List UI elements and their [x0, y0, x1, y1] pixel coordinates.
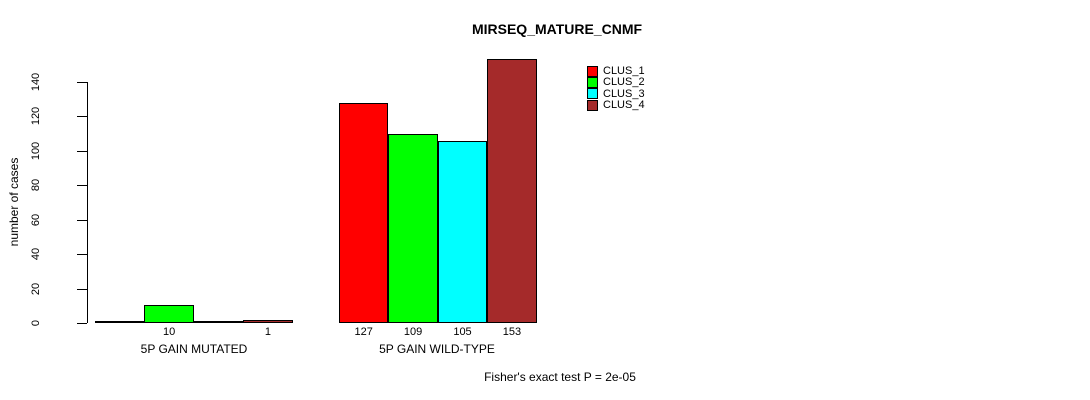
legend-item-clus_3: CLUS_3: [587, 87, 645, 100]
y-axis-tick-label: 60: [30, 213, 42, 226]
legend-swatch-icon: [587, 99, 598, 111]
legend-item-clus_4: CLUS_4: [587, 99, 645, 112]
bar-clus_1: [339, 103, 389, 323]
legend-label: CLUS_2: [603, 76, 645, 89]
bar-clus_1: [95, 321, 145, 323]
legend-label: CLUS_3: [603, 87, 645, 100]
y-axis-tick-label: 0: [30, 319, 42, 327]
bar-clus_3: [437, 141, 488, 323]
x-group-label-wild-type: 5P GAIN WILD-TYPE: [379, 342, 495, 356]
bar-count-label: 10: [162, 326, 176, 338]
y-axis-tick: [77, 82, 87, 83]
bar-clus_3: [193, 321, 244, 323]
bar-clus_4: [487, 58, 537, 323]
legend-swatch-icon: [587, 65, 598, 77]
legend-label: CLUS_4: [603, 99, 645, 112]
footer-stat-text: Fisher's exact test P = 2e-05: [484, 370, 636, 384]
y-axis-tick: [77, 288, 87, 290]
bar-clus_4: [243, 320, 293, 323]
bar-clus_2: [388, 134, 438, 323]
bar-count-label: 127: [354, 326, 373, 338]
y-axis-tick-label: 120: [30, 107, 42, 126]
y-axis-tick: [77, 254, 87, 256]
y-axis-tick: [77, 323, 87, 324]
y-axis-tick-label: 80: [30, 179, 42, 192]
y-axis-tick: [77, 150, 87, 152]
bar-clus_2: [144, 304, 194, 323]
legend-item-clus_1: CLUS_1: [587, 65, 645, 78]
y-axis-tick: [77, 116, 87, 118]
legend-swatch-icon: [587, 88, 598, 100]
bar-count-label: 153: [502, 326, 522, 338]
y-axis-line: [87, 82, 88, 323]
bar-count-label: 1: [264, 326, 271, 338]
y-axis-tick-label: 100: [30, 141, 42, 161]
y-axis-tick-label: 140: [30, 72, 42, 92]
legend-label: CLUS_1: [603, 65, 645, 78]
y-axis-tick: [77, 185, 87, 187]
y-axis-tick-label: 20: [30, 282, 42, 295]
legend-item-clus_2: CLUS_2: [587, 76, 645, 89]
legend: CLUS_1 CLUS_2 CLUS_3 CLUS_4: [587, 65, 645, 112]
chart-title: MIRSEQ_MATURE_CNMF: [471, 21, 643, 37]
y-axis-tick: [77, 219, 87, 221]
bar-count-label: 105: [453, 326, 472, 338]
x-group-label-mutated: 5P GAIN MUTATED: [140, 342, 248, 356]
bar-count-label: 109: [403, 326, 423, 338]
legend-swatch-icon: [587, 76, 598, 88]
y-axis-label: number of cases: [7, 157, 21, 247]
y-axis-tick-label: 40: [30, 248, 42, 261]
